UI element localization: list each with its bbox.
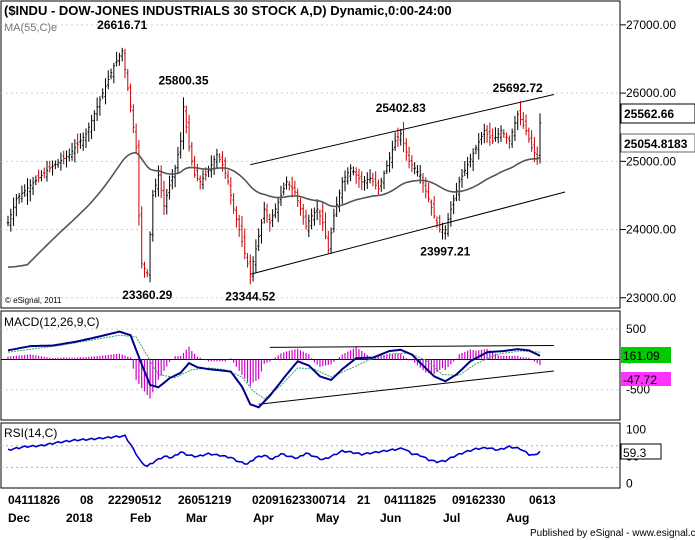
- last-price-label: 25562.66: [624, 107, 674, 121]
- price-panel: [0, 0, 621, 309]
- macd-line: [7, 330, 541, 409]
- price-tick-label: 24000.00: [626, 223, 676, 237]
- rsi-gridlines: [1, 445, 620, 468]
- date-axis: 04111826 08 22290512 26051219 02091623300714…: [8, 493, 556, 525]
- rsi-line: [7, 434, 541, 467]
- rsi-value-tag: [620, 443, 662, 460]
- price-annotation: 25800.35: [158, 74, 208, 88]
- price-gridlines: [1, 24, 620, 299]
- macd-tick-label: -500: [626, 383, 650, 397]
- price-annotation: 23344.52: [225, 289, 275, 303]
- date-tick-label: 08: [80, 493, 94, 507]
- price-trend-channel: [250, 93, 566, 275]
- rsi-value-label: 59.3: [623, 446, 647, 460]
- macd-value-label: 161.09: [623, 349, 660, 363]
- price-tick-label: 23000.00: [626, 291, 676, 305]
- month-label: Apr: [253, 511, 274, 525]
- date-tick-label: 22290512: [108, 493, 162, 507]
- macd-value-tag: [621, 347, 671, 363]
- date-tick-label: 26051219: [178, 493, 232, 507]
- price-annotation: 25402.83: [376, 101, 426, 115]
- month-label: Jul: [443, 511, 460, 525]
- rsi-legend: RSI(14,C): [4, 426, 57, 440]
- month-label: Dec: [8, 511, 30, 525]
- month-label: 2018: [66, 511, 93, 525]
- date-tick-label: 04111825: [384, 493, 436, 507]
- signal-value-label: -47.72: [623, 373, 657, 387]
- price-annotation: 23360.29: [122, 288, 172, 302]
- date-tick-label: 04111826: [8, 493, 60, 507]
- price-annotation: 23997.21: [420, 245, 470, 259]
- month-label: May: [316, 511, 340, 525]
- price-trendline: [250, 191, 566, 275]
- ma-55-line: [7, 151, 541, 268]
- month-label: Jun: [380, 511, 401, 525]
- macd-legend: MACD(12,26,9,C): [4, 315, 99, 329]
- ma-value-tag: [620, 133, 695, 153]
- macd-panel: [0, 310, 621, 421]
- macd-trendline: [258, 370, 554, 405]
- price-tick-label: 26000.00: [626, 86, 676, 100]
- date-tick-label: 02091623300714: [252, 493, 346, 507]
- rsi-tick-label: 0: [626, 477, 633, 491]
- price-tick-label: 27000.00: [626, 18, 676, 32]
- date-tick-label: 21: [357, 493, 371, 507]
- copyright-label: © eSignal, 2011: [5, 296, 62, 305]
- month-label: Mar: [186, 511, 208, 525]
- ma-value-label: 25054.8183: [624, 137, 688, 151]
- month-label: Aug: [506, 511, 529, 525]
- date-tick-label: 0613: [529, 493, 556, 507]
- macd-tick-label: 500: [626, 322, 646, 336]
- price-candles: [6, 47, 542, 285]
- month-label: Feb: [130, 511, 151, 525]
- macd-gridlines: [1, 328, 620, 391]
- price-annotation: 26616.71: [97, 18, 147, 32]
- macd-trendlines: [258, 345, 554, 405]
- price-trendline: [250, 93, 555, 166]
- last-price-tag: [620, 103, 695, 124]
- price-axis-ticks: 23000.00 24000.00 25000.00 26000.00 27000.00: [620, 18, 676, 305]
- ma-legend: MA(55,C)e: [4, 22, 57, 34]
- chart-title: ($INDU - DOW-JONES INDUSTRIALS 30 STOCK …: [4, 3, 452, 18]
- rsi-tick-label: 100: [626, 423, 646, 437]
- publisher-label: Published by eSignal - www.esignal.com: [530, 528, 695, 539]
- price-tick-label: 25000.00: [626, 154, 676, 168]
- price-annotations: 26616.71 25800.35 25402.83 25692.72 23360.29…: [97, 18, 543, 303]
- price-annotation: 25692.72: [493, 81, 543, 95]
- macd-trendline: [269, 345, 554, 348]
- date-tick-label: 09162330: [452, 493, 506, 507]
- signal-value-tag: [621, 372, 671, 386]
